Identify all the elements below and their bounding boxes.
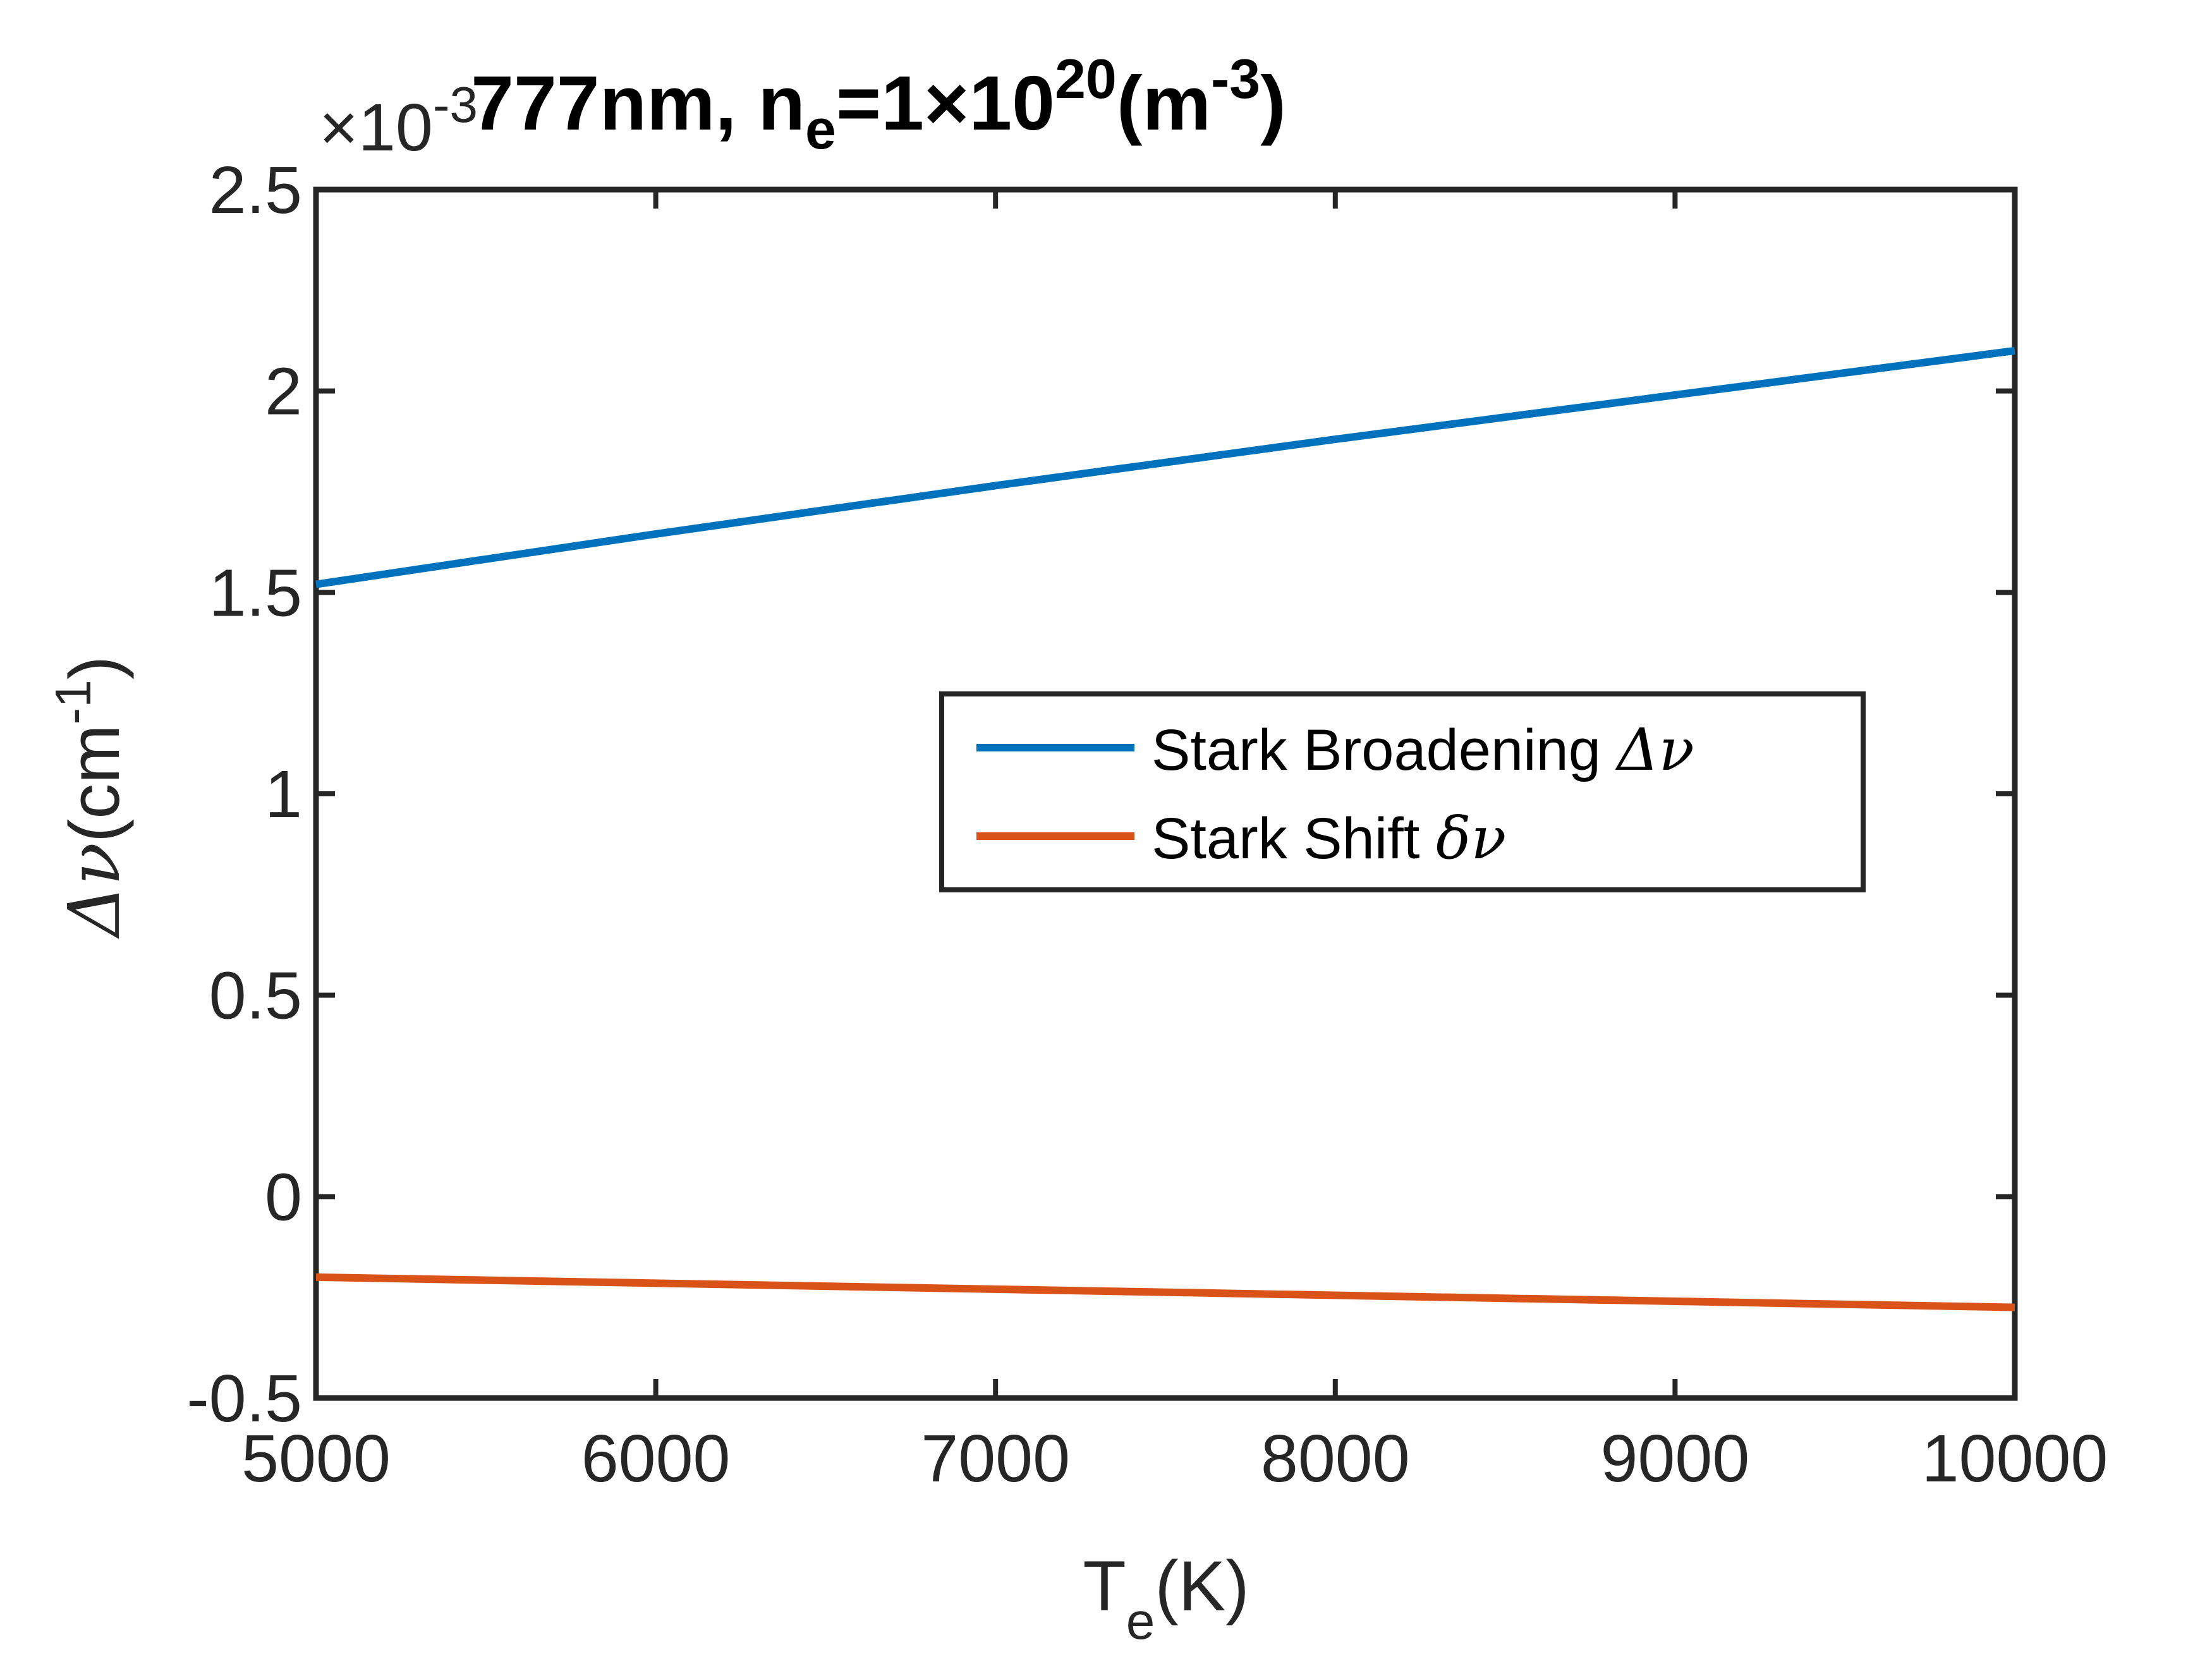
y-axis-label-superscript: -1: [45, 679, 101, 724]
y-axis-label-rest: (cm: [55, 724, 134, 842]
title-unit-open: (m: [1117, 60, 1211, 146]
title-unit-superscript: -3: [1211, 47, 1260, 110]
y-tick-labels: -0.5 0 0.5 1 1.5 2 2.5: [186, 153, 302, 1436]
y-axis-label: Δν(cm-1): [45, 656, 136, 939]
y-tick-label: 1: [265, 757, 302, 832]
legend-label-stark-shift: Stark Shift δν: [1152, 805, 1506, 872]
x-tick-label: 10000: [1922, 1421, 2108, 1496]
legend-name-stark-broadening: Stark Broadening: [1152, 718, 1617, 782]
y-exponent-superscript: -3: [433, 76, 478, 133]
legend-box: [939, 691, 1866, 892]
x-tick-label: 7000: [921, 1421, 1070, 1496]
y-tick-label: 0: [265, 1160, 302, 1234]
x-axis-label-base: T: [1083, 1547, 1126, 1626]
y-tick-label: 1.5: [209, 556, 302, 630]
x-axis-label-rest: (K): [1155, 1547, 1249, 1626]
series-lines: [315, 346, 2015, 1311]
x-axis-label: Te(K): [1083, 1547, 1249, 1650]
x-tick-label: 9000: [1600, 1421, 1749, 1496]
axis-ticks: [313, 187, 2017, 1401]
x-axis-label-subscript: e: [1126, 1593, 1155, 1650]
x-tick-label: 6000: [581, 1421, 731, 1496]
y-axis-label-close: ): [55, 656, 134, 679]
title-main: 777nm, n: [471, 60, 805, 146]
series-line-stark-shift: [315, 1273, 2015, 1311]
legend: Stark Broadening Δν Stark Shift δν: [939, 691, 1866, 892]
x-tick-label: 8000: [1261, 1421, 1410, 1496]
x-tick-label: 5000: [241, 1421, 391, 1496]
title-superscript: 20: [1055, 47, 1117, 110]
x-tick-labels: 5000 6000 7000 8000 9000 10000: [241, 1421, 2108, 1496]
title-unit-close: ): [1260, 60, 1286, 146]
title-subscript: e: [805, 98, 836, 161]
y-tick-label: 2: [265, 355, 302, 429]
legend-name-stark-shift: Stark Shift: [1152, 806, 1436, 871]
y-tick-label: 2.5: [209, 153, 302, 228]
series-line-stark-broadening: [315, 346, 2015, 588]
y-tick-label: 0.5: [209, 959, 302, 1033]
legend-symbol-delta-nu: Δν: [1615, 716, 1694, 784]
chart-title: 777nm, ne=1×1020(m-3): [471, 47, 1286, 161]
y-exponent-base: ×10: [319, 90, 433, 165]
y-tick-label: -0.5: [186, 1361, 302, 1436]
title-mid: =1×10: [836, 60, 1055, 146]
y-exponent-label: ×10-3: [319, 76, 478, 165]
y-axis-label-greek: Δν: [54, 842, 136, 939]
legend-label-stark-broadening: Stark Broadening Δν: [1152, 716, 1694, 784]
legend-symbol-small-delta-nu: δν: [1436, 805, 1506, 872]
